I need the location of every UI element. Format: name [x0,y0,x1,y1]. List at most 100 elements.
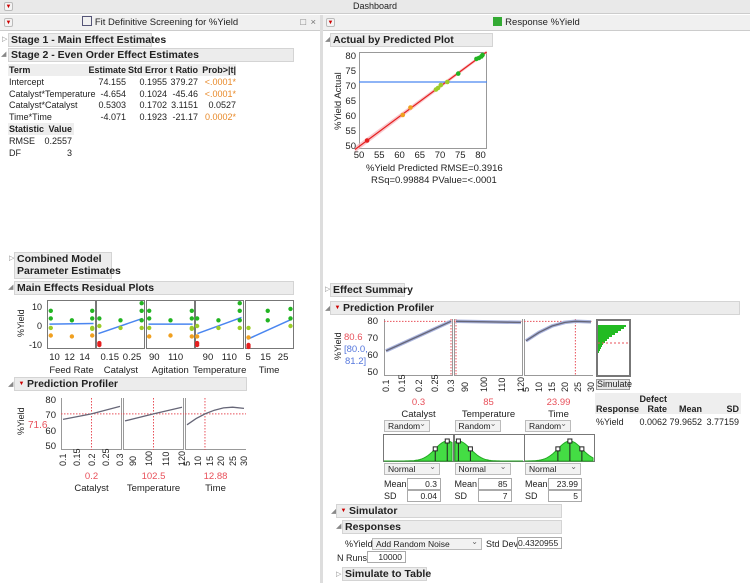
actual-predicted-header[interactable]: Actual by Predicted Plot [330,33,493,47]
dist-mode-select[interactable]: Random [454,419,501,432]
std-dev-input[interactable]: 0.4320955 [517,537,562,549]
effect-summary-header[interactable]: Effect Summary [330,283,413,297]
mean-input[interactable]: 85 [477,478,512,490]
disclosure-open-icon[interactable]: ◢ [8,381,14,388]
estimate-cell: -4.071 [100,112,126,123]
right-pane-menu-button[interactable]: ▼ [326,18,335,27]
noise-select[interactable]: Add Random Noise [372,537,482,550]
distribution-select[interactable]: Normal [454,462,511,475]
prediction-trace [525,320,592,342]
term-cell: Catalyst*Temperature [9,88,96,99]
factor-current-value[interactable]: 12.88 [203,471,228,482]
term-cell: Catalyst*Catalyst [9,100,78,111]
stage2-header[interactable]: Stage 2 - Even Order Effect Estimates [8,48,294,62]
combined-model-line2: Parameter Estimates [17,265,121,277]
left-profiler-header[interactable]: ▼ Prediction Profiler [14,377,247,391]
histogram-bar [598,331,618,333]
mean-input[interactable]: 0.3 [407,478,441,490]
factor-current-value[interactable]: 0.3 [411,397,426,408]
confidence-band [354,50,487,153]
disclosure-open-icon[interactable]: ◢ [8,284,14,291]
actual-xtick: 55 [373,150,385,161]
pane-splitter[interactable] [320,15,323,583]
residual-point [97,316,102,321]
responses-header[interactable]: Responses [342,520,562,534]
maximize-icon[interactable]: □ [300,17,306,28]
distribution-select[interactable]: Normal [384,462,440,475]
density-handle [444,438,450,444]
profiler-xtick-text: 25 [227,455,238,466]
actual-xtick: 70 [434,150,446,161]
residual-xtick: 0.25 [122,352,142,363]
dist-mode-select[interactable]: Random [384,419,430,432]
factor-current-value[interactable]: 85 [483,397,494,408]
col-defect-bottom: Rate [647,404,667,414]
sd-input[interactable]: 7 [477,490,512,502]
residual-fit-line [246,318,292,340]
histogram-bar [598,325,626,327]
sd-input[interactable]: 5 [548,490,582,502]
n-runs-input[interactable]: 10000 [367,551,406,563]
disclosure-closed-icon[interactable]: ▷ [325,286,331,293]
profiler-panel-catalyst [384,319,453,376]
disclosure-open-icon[interactable]: ◢ [325,36,331,43]
profiler-menu-button[interactable]: ▼ [18,380,25,387]
residual-point [189,334,194,339]
residual-point [48,333,53,338]
simulator-menu-button[interactable]: ▼ [340,507,347,514]
actual-xtick: 50 [353,150,365,161]
profiler-xtick-text: 0.1 [381,379,391,392]
simulate-button[interactable]: Simulate [596,379,633,390]
residual-point [195,342,200,348]
histogram-bar [598,327,624,329]
sd-input[interactable]: 0.04 [407,490,441,502]
window-title-bar: ▼ Dashboard [0,0,750,14]
window-title: Dashboard [352,1,398,11]
disclosure-open-icon[interactable]: ◢ [336,523,342,530]
profiler-ytick: 60 [45,425,56,437]
disclosure-open-icon[interactable]: ◢ [1,51,7,58]
residual-point [245,344,251,350]
disclosure-closed-icon[interactable]: ▷ [336,571,342,578]
disclosure-open-icon[interactable]: ◢ [325,305,331,312]
disclosure-closed-icon[interactable]: ▷ [9,255,15,262]
disclosure-open-icon[interactable]: ◢ [331,508,337,515]
simulate-to-table-header[interactable]: Simulate to Table [342,567,431,581]
profiler-xtick-text: 0.1 [58,453,68,466]
residual-ytick: 0 [36,321,42,331]
residual-point [168,333,173,338]
left-pane-menu-button[interactable]: ▼ [4,18,13,27]
residual-point [237,308,243,313]
actual-ytick: 65 [345,95,356,107]
factor-current-value[interactable]: 0.2 [84,471,99,482]
std-error-cell: 0.1024 [139,88,167,99]
col-defect-top: Defect [639,394,667,404]
right-profiler-header[interactable]: ▼ Prediction Profiler [330,301,740,315]
factor-current-value[interactable]: 23.99 [546,397,571,408]
density-curve [454,440,523,462]
residual-xtick: 90 [202,352,214,363]
residual-point [168,318,173,323]
distribution-select[interactable]: Normal [525,462,581,475]
factor-current-value[interactable]: 102.5 [141,471,166,482]
dashboard-menu-button[interactable]: ▼ [4,2,13,11]
profiler-xtick-text: 15 [204,455,215,466]
factor-name: Catalyst [74,483,109,494]
profiler-plot [123,398,184,450]
dist-mode-select[interactable]: Random [525,419,571,432]
residual-plots-header[interactable]: Main Effects Residual Plots [14,281,294,295]
combined-model-header[interactable]: Combined Model Parameter Estimates [14,252,121,279]
residual-x-label: Temperature [193,365,247,376]
right-profiler-ci-high: 81.2] [345,356,367,367]
right-pane-title: Response %Yield [505,17,580,28]
profiler-menu-button[interactable]: ▼ [334,304,341,311]
close-icon[interactable]: × [310,17,316,28]
stage1-header[interactable]: Stage 1 - Main Effect Estimates [8,33,166,47]
mean-input[interactable]: 23.99 [548,478,582,490]
prediction-trace [385,320,452,352]
normal-density-plot [454,438,523,462]
disclosure-closed-icon[interactable]: ▷ [2,36,8,43]
profiler-panel-time [185,398,246,450]
simulator-header[interactable]: ▼ Simulator [336,504,562,518]
residual-point [287,323,293,329]
